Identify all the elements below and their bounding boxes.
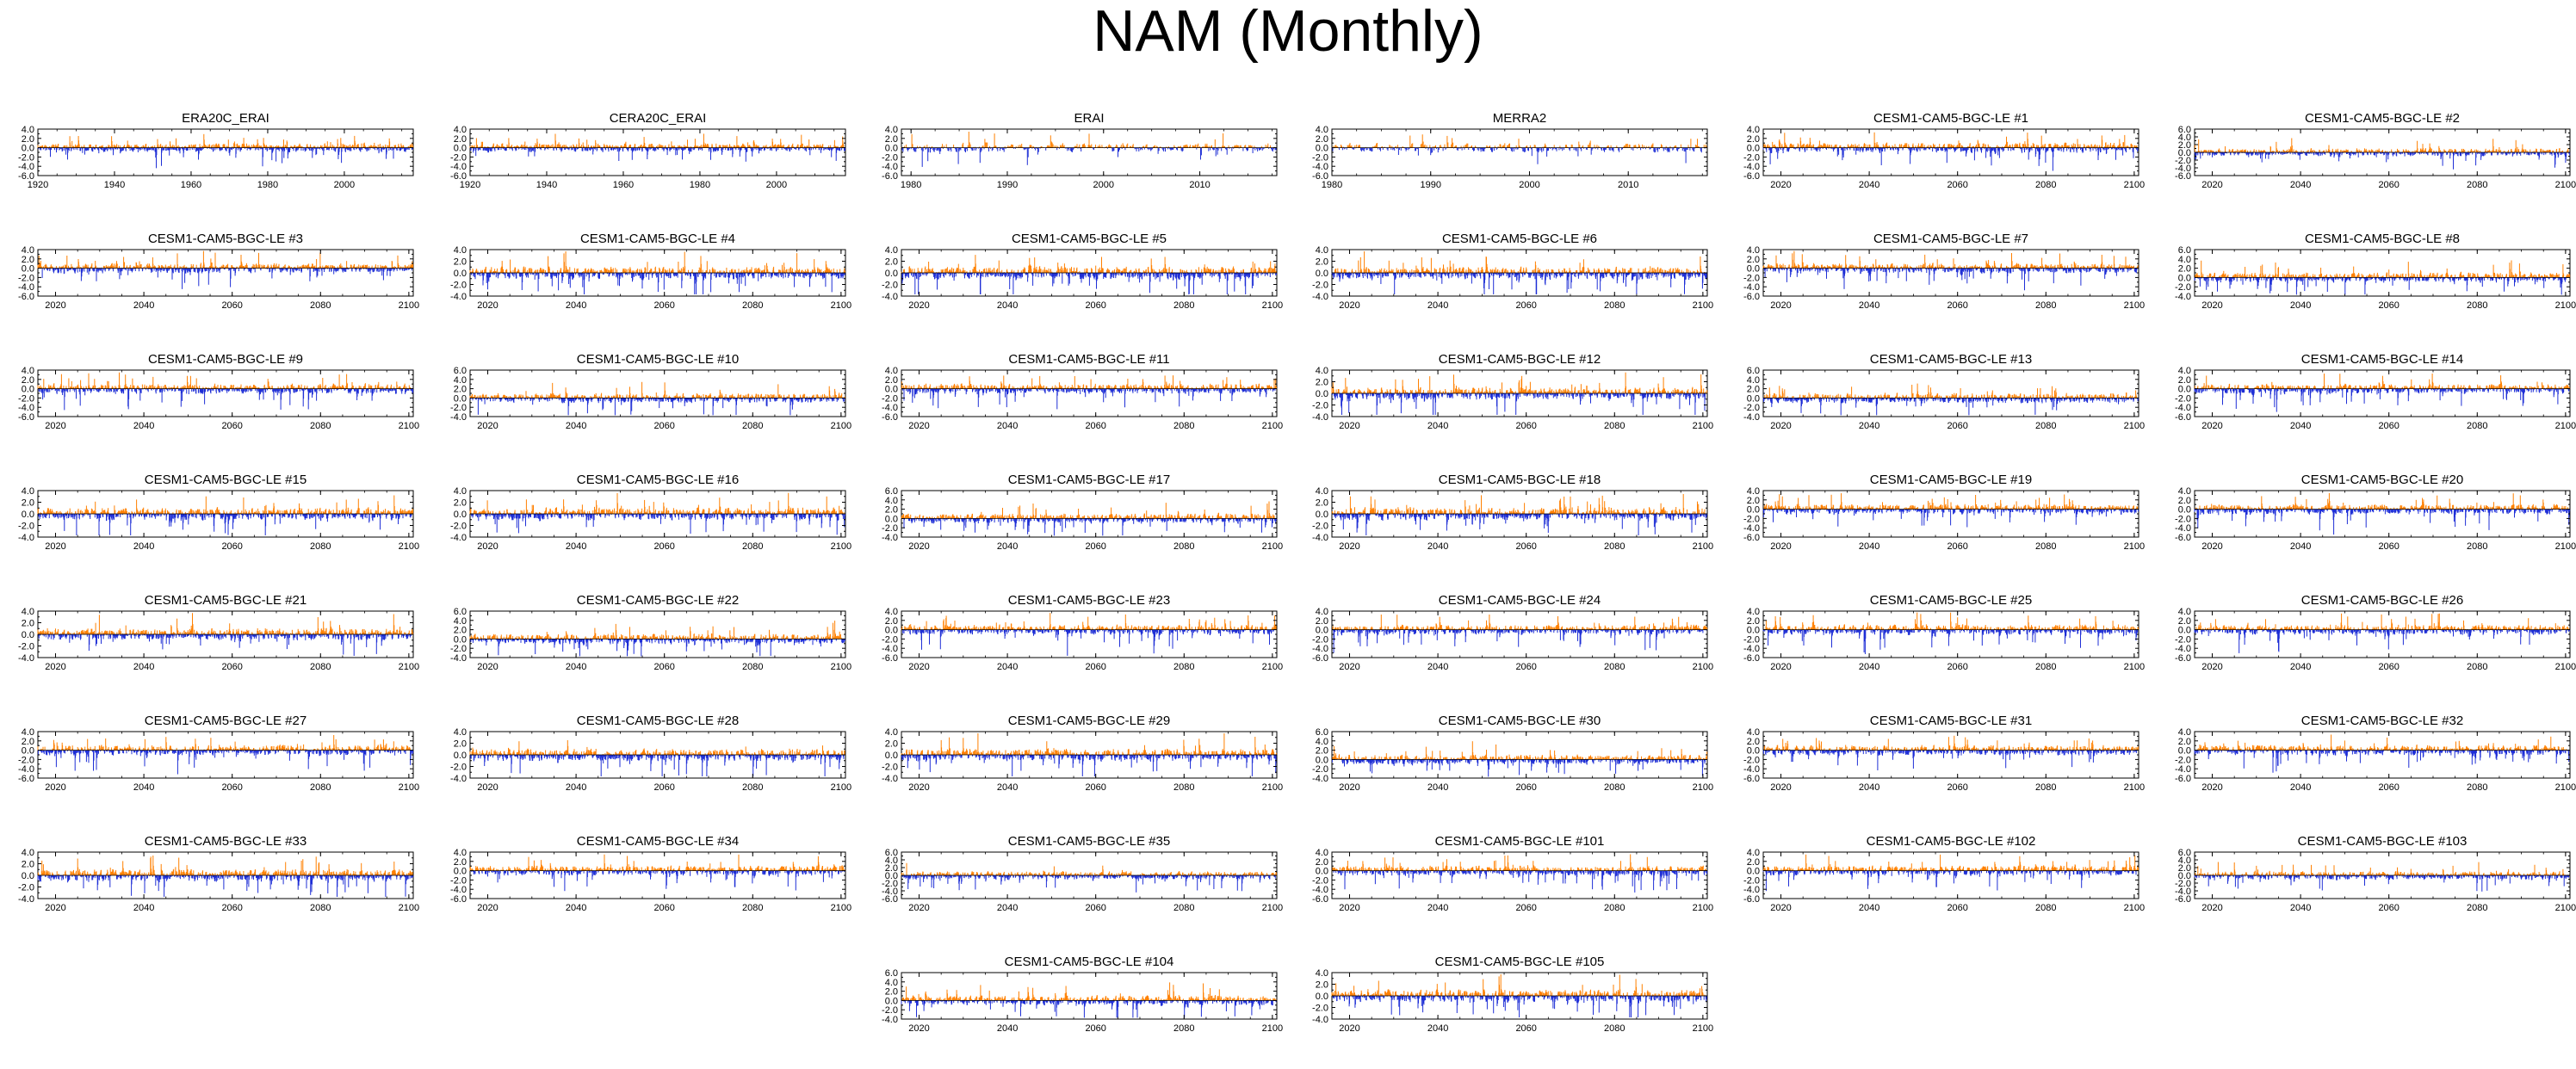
y-tick-label: 0.0 (454, 144, 467, 154)
plot-frame (38, 129, 413, 176)
plot-frame (1332, 129, 1707, 176)
x-tick-label: 2060 (1947, 180, 1967, 190)
x-tick-label: 2000 (334, 180, 355, 190)
x-tick-label: 1980 (257, 180, 278, 190)
y-tick-label: -4.0 (450, 162, 467, 172)
x-tick-label: 2010 (1189, 180, 1210, 190)
x-tick-label: 1920 (28, 180, 48, 190)
x-tick-label: 1920 (460, 180, 480, 190)
bar-series (2195, 139, 2570, 170)
x-tick-label: 2000 (1093, 180, 1114, 190)
y-tick-label: -4.0 (882, 162, 898, 172)
y-tick-label: 0.0 (885, 144, 898, 154)
x-tick-label: 2080 (2035, 180, 2056, 190)
x-tick-label: 1960 (181, 180, 201, 190)
y-tick-label: -4.0 (18, 162, 34, 172)
y-tick-label: 2.0 (885, 134, 898, 145)
x-tick-label: 2000 (1519, 180, 1539, 190)
panel: CESM1-CAM5-BGC-LE #1 -6.0-4.0-2.00.02.04.… (1743, 111, 2145, 190)
y-tick-label: 4.0 (1747, 125, 1760, 135)
x-tick-label: 2020 (1770, 180, 1791, 190)
bar-series (38, 134, 413, 169)
panel-title: MERRA2 (1493, 111, 1547, 126)
x-tick-label: 1980 (690, 180, 710, 190)
panel-title: ERAI (1074, 111, 1104, 126)
y-tick-label: -6.0 (1743, 171, 1760, 182)
x-tick-label: 1940 (104, 180, 125, 190)
panel-title: ERA20C_ERAI (182, 111, 269, 126)
y-tick-label: 4.0 (454, 125, 467, 135)
bar-series (1332, 134, 1706, 164)
plot-frame (470, 129, 845, 176)
bar-series (901, 132, 1276, 167)
x-tick-label: 1960 (613, 180, 634, 190)
y-tick-label: -2.0 (882, 152, 898, 163)
y-tick-label: 2.0 (1316, 134, 1328, 145)
panel: ERAI -6.0-4.0-2.00.02.04.0 1980 1990 2000 201… (882, 111, 1277, 190)
panel-title: CESM1-CAM5-BGC-LE #2 (2305, 111, 2460, 126)
panel-title: CESM1-CAM5-BGC-LE #1 (1873, 111, 2028, 126)
y-tick-label: -2.0 (1743, 152, 1760, 163)
x-tick-label: 1990 (1420, 180, 1440, 190)
x-tick-label: 1980 (1322, 180, 1342, 190)
y-tick-label: -2.0 (18, 152, 34, 163)
y-tick-label: 4.0 (1316, 125, 1328, 135)
y-tick-label: -2.0 (1312, 152, 1328, 163)
panel: CESM1-CAM5-BGC-LE #2-6.0-4.0-2.00.02.04.… (2175, 111, 2576, 190)
y-tick-label: -4.0 (1743, 162, 1760, 172)
y-tick-label: 2.0 (454, 134, 467, 145)
y-tick-label: 0.0 (22, 144, 34, 154)
x-tick-label: 2000 (766, 180, 787, 190)
x-tick-label: 2010 (1618, 180, 1638, 190)
y-tick-label: 4.0 (885, 125, 898, 135)
y-tick-label: 0.0 (1316, 144, 1328, 154)
panel-title: CERA20C_ERAI (610, 111, 707, 126)
x-tick-label: 1940 (536, 180, 557, 190)
x-tick-label: 1990 (997, 180, 1018, 190)
y-tick-label: -2.0 (450, 152, 467, 163)
x-tick-label: 2040 (1859, 180, 1879, 190)
y-tick-label: -6.0 (882, 171, 898, 182)
x-tick-label: 1980 (901, 180, 921, 190)
y-tick-label: 4.0 (22, 125, 34, 135)
bar-series (1763, 133, 2139, 171)
y-tick-label: 2.0 (22, 134, 34, 145)
x-tick-label: 2100 (2124, 180, 2145, 190)
y-tick-label: 2.0 (1747, 134, 1760, 145)
y-tick-label: 0.0 (1747, 144, 1760, 154)
y-tick-label: -4.0 (1312, 162, 1328, 172)
